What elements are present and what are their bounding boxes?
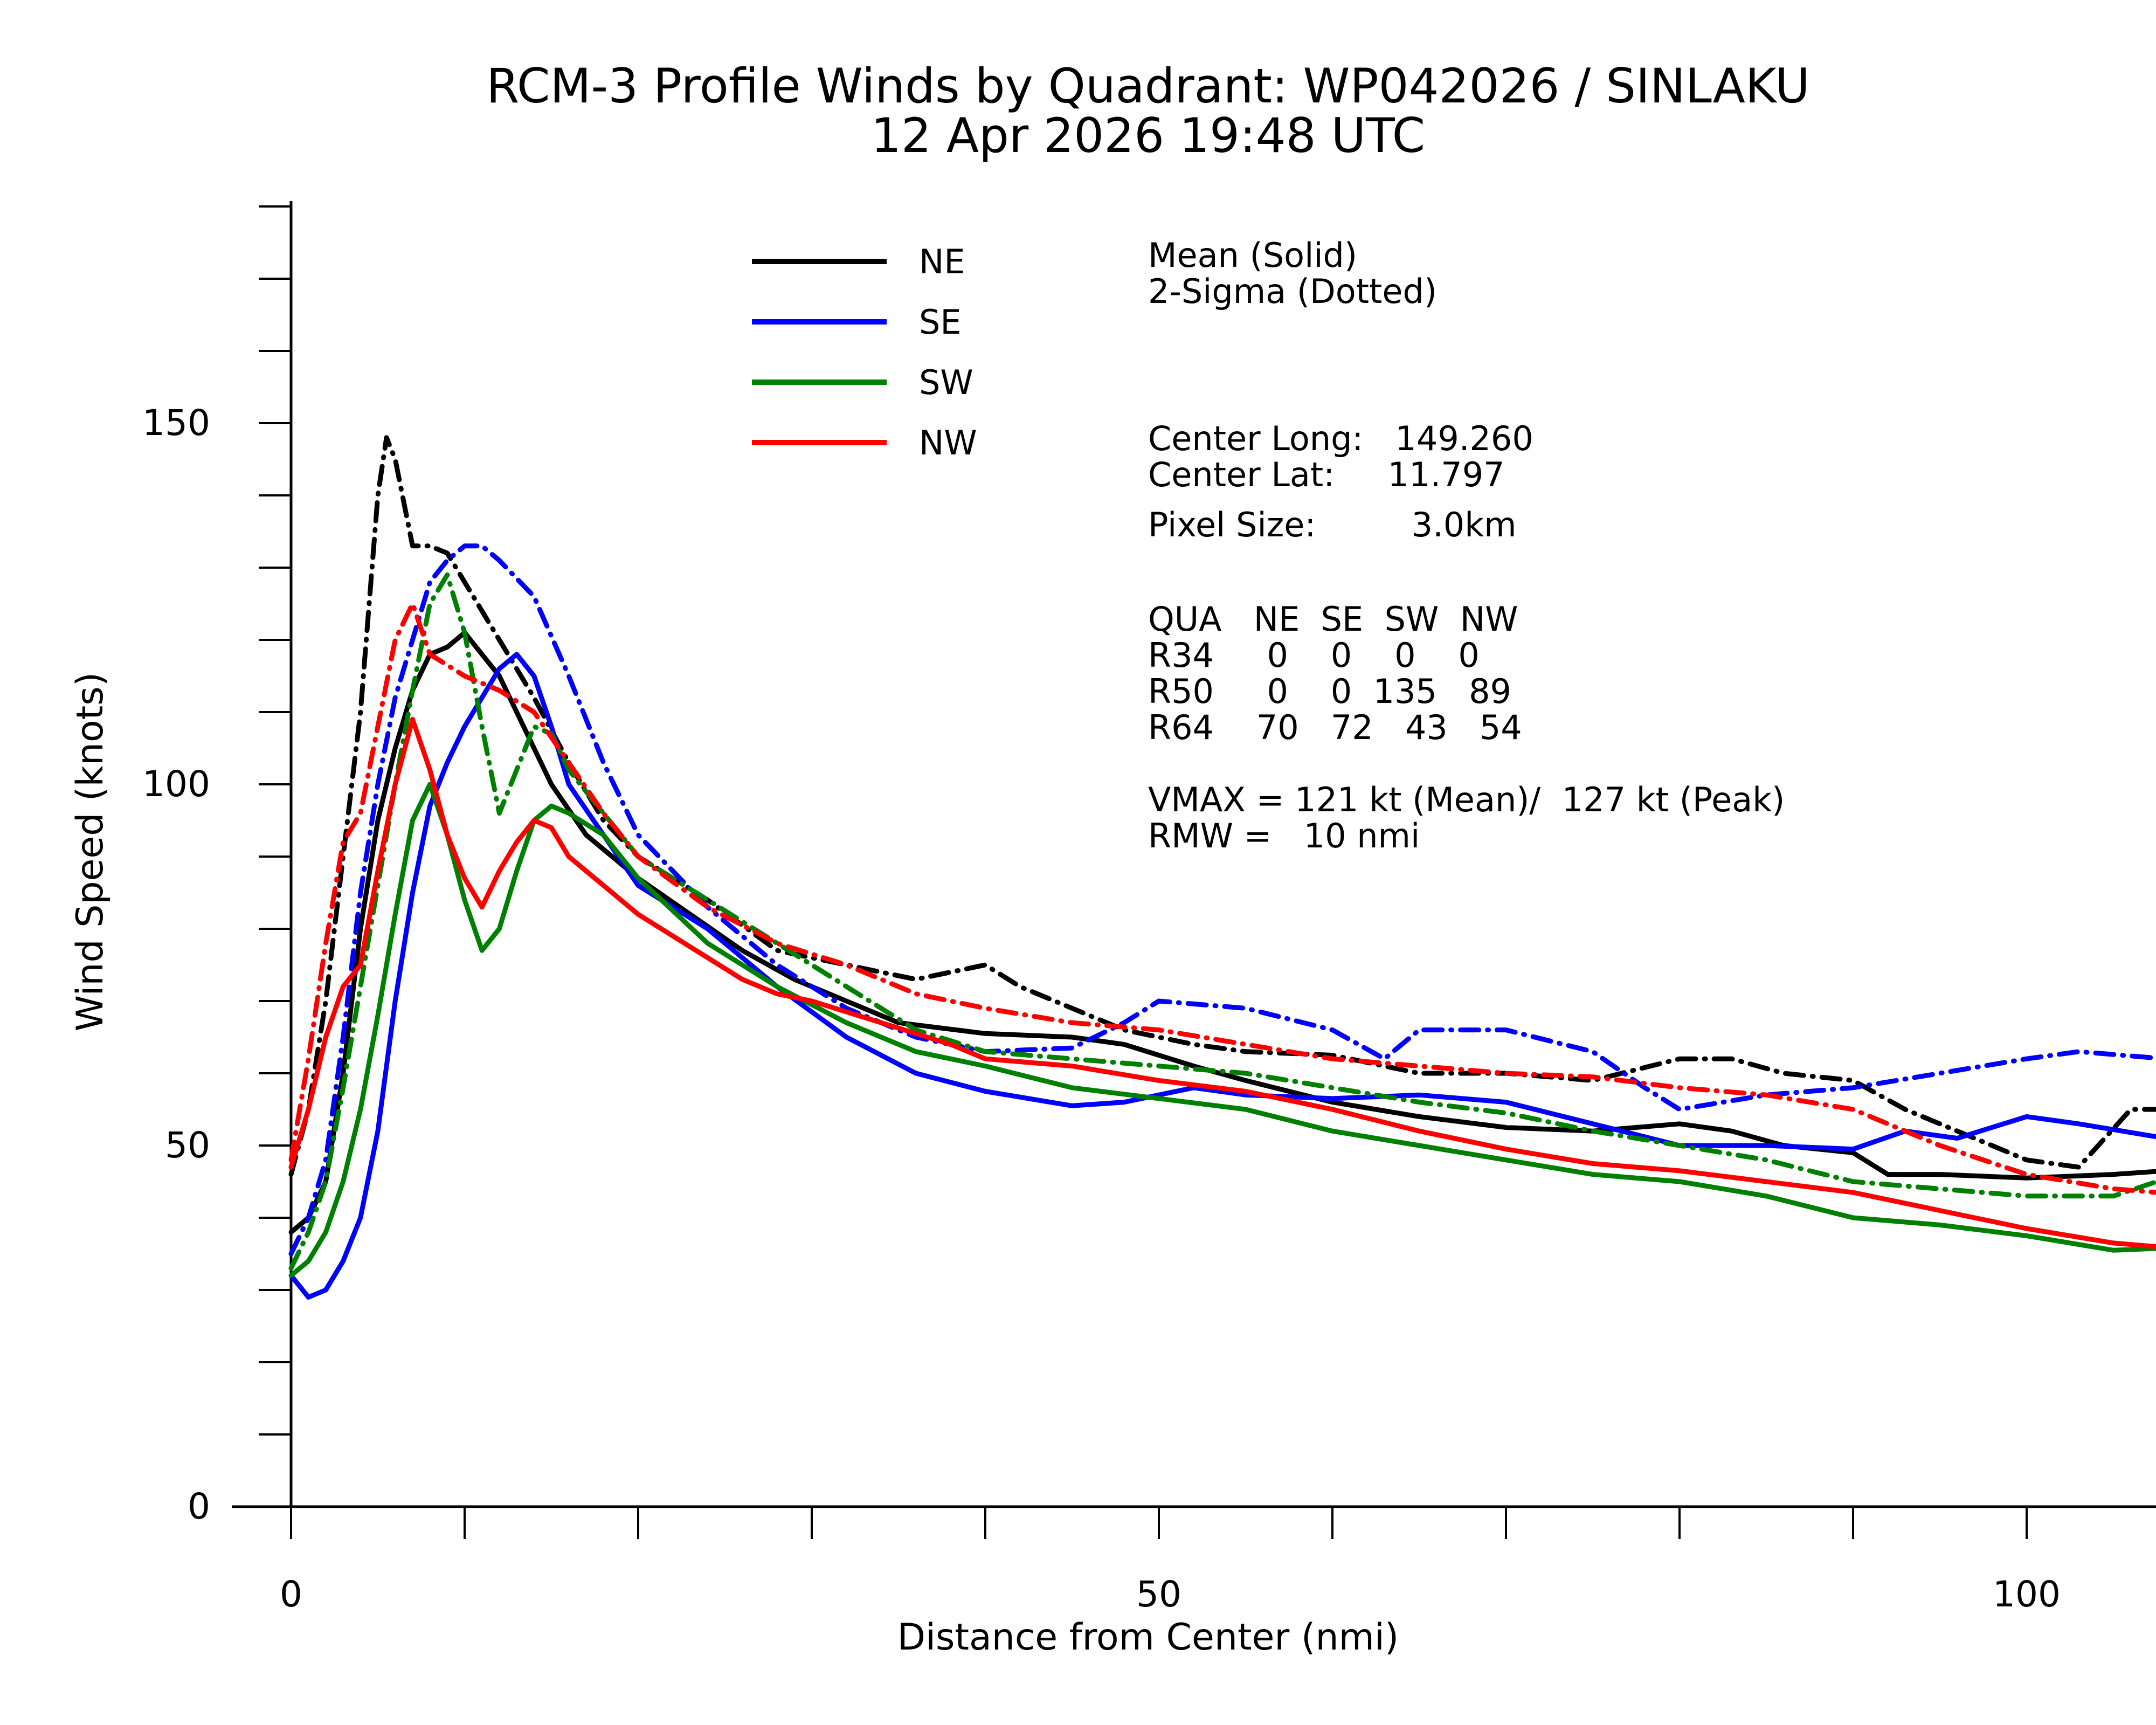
- y-tick-label: 50: [165, 1124, 210, 1166]
- series-line-nw-sigma: [288, 601, 2156, 1195]
- series-line-sw-sigma: [288, 572, 2156, 1271]
- info-center-long: Center Long: 149.260: [1148, 419, 1533, 458]
- legend-label-se: SE: [919, 302, 962, 342]
- info-pixel-size: Pixel Size: 3.0km: [1148, 505, 1517, 544]
- y-tick-label: 150: [142, 402, 210, 444]
- series-line-nw-mean: [288, 716, 2156, 1249]
- info-mean-solid: Mean (Solid): [1148, 236, 1357, 275]
- tick-marks: [259, 205, 2028, 1539]
- info-center-lat: Center Lat: 11.797: [1148, 455, 1505, 494]
- y-tick-label: 0: [188, 1486, 210, 1527]
- legend-label-ne: NE: [919, 242, 965, 281]
- info-sigma-dotted: 2-Sigma (Dotted): [1148, 272, 1437, 311]
- y-tick-label: 100: [142, 763, 210, 805]
- chart-title: RCM-3 Profile Winds by Quadrant: WP04202…: [486, 58, 1809, 114]
- info-rmw: RMW = 10 nmi: [1148, 816, 1420, 855]
- series-line-se-sigma: [288, 543, 2156, 1257]
- legend: NE SE SW NW: [752, 242, 977, 463]
- info-panel: Mean (Solid) 2-Sigma (Dotted) Center Lon…: [1148, 236, 1785, 855]
- x-tick-label: 100: [1993, 1574, 2061, 1615]
- tick-labels: 050100150050100150: [142, 402, 2061, 1615]
- info-r34: R34 0 0 0 0: [1148, 636, 1480, 675]
- series-lines: [288, 435, 2156, 1300]
- legend-label-nw: NW: [919, 423, 977, 463]
- info-vmax: VMAX = 121 kt (Mean)/ 127 kt (Peak): [1148, 780, 1785, 819]
- info-radii-header: QUA NE SE SW NW: [1148, 599, 1518, 639]
- series-line-se-mean: [288, 652, 2156, 1300]
- chart-subtitle: 12 Apr 2026 19:48 UTC: [871, 108, 1425, 163]
- x-tick-label: 50: [1136, 1574, 1181, 1615]
- series-line-ne-mean: [288, 630, 2156, 1235]
- x-axis-label: Distance from Center (nmi): [897, 1616, 1399, 1659]
- x-tick-label: 0: [280, 1574, 302, 1615]
- series-line-ne-sigma: [288, 435, 2156, 1177]
- legend-label-sw: SW: [919, 363, 973, 402]
- y-axis-label: Wind Speed (knots): [69, 672, 112, 1032]
- info-r50: R50 0 0 135 89: [1148, 672, 1511, 711]
- info-r64: R64 70 72 43 54: [1148, 708, 1522, 747]
